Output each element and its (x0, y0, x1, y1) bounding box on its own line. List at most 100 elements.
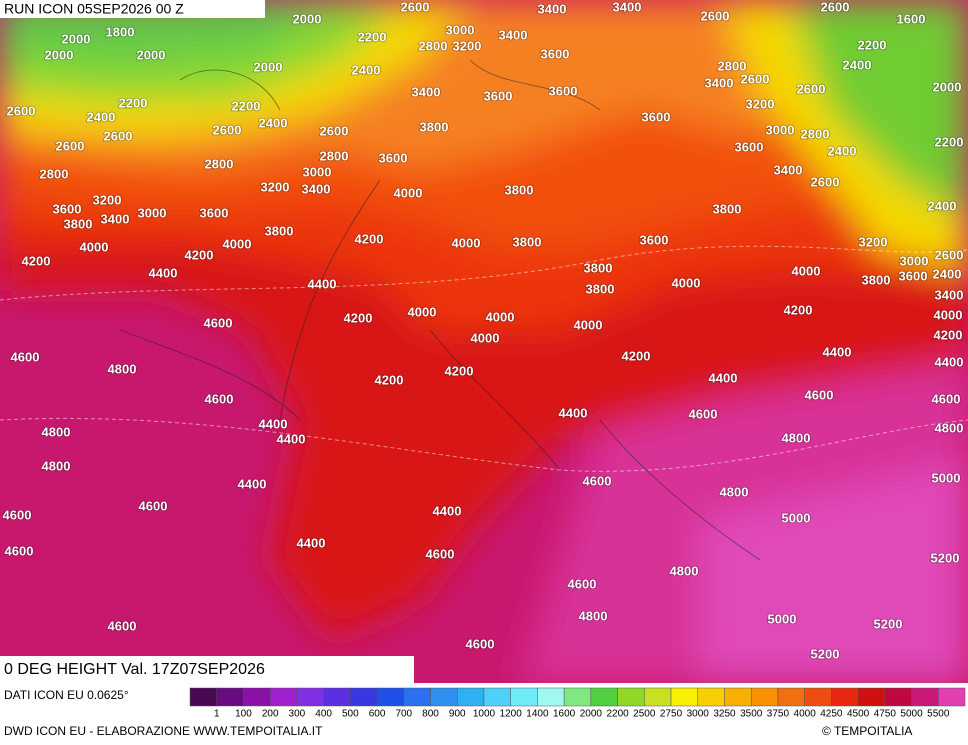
contour-label: 2400 (87, 109, 116, 124)
colorbar-swatch (323, 687, 351, 707)
colorbar-label: 4250 (820, 709, 843, 720)
contour-label: 4600 (426, 546, 455, 561)
contour-label: 3000 (900, 253, 929, 268)
contour-label: 3000 (138, 205, 167, 220)
contour-label: 4800 (670, 563, 699, 578)
colorbar-label: 3250 (713, 709, 736, 720)
contour-label: 4600 (689, 406, 718, 421)
contour-label: 1800 (106, 24, 135, 39)
contour-label: 3200 (859, 234, 888, 249)
contour-label: 2400 (928, 198, 957, 213)
contour-label: 3600 (549, 83, 578, 98)
contour-label: 5000 (768, 611, 797, 626)
contour-label: 3400 (935, 287, 964, 302)
colorbar-label: 4000 (794, 709, 817, 720)
colorbar-swatch (189, 687, 217, 707)
contour-label: 2600 (935, 247, 964, 262)
colorbar-swatch (804, 687, 832, 707)
colorbar-label: 1200 (500, 709, 523, 720)
contour-label: 2600 (821, 0, 850, 14)
colorbar-label: 600 (369, 709, 386, 720)
contour-label: 3200 (746, 96, 775, 111)
contour-label: 4200 (355, 231, 384, 246)
contour-label: 4800 (935, 420, 964, 435)
colorbar-swatch (697, 687, 725, 707)
colorbar-swatch (884, 687, 912, 707)
contour-label: 4000 (792, 263, 821, 278)
contour-label: 3800 (862, 272, 891, 287)
contour-label: 2200 (232, 98, 261, 113)
colorbar-label: 2750 (660, 709, 683, 720)
colorbar-swatch (563, 687, 592, 707)
contour-label: 4400 (308, 276, 337, 291)
contour-label: 5200 (931, 550, 960, 565)
contour-label: 2800 (320, 148, 349, 163)
contour-label: 2600 (741, 71, 770, 86)
colorbar-swatch (590, 687, 618, 707)
run-title: RUN ICON 05SEP2026 00 Z (4, 1, 184, 17)
contour-label: 3200 (93, 192, 122, 207)
colorbar-label: 1 (214, 709, 220, 720)
colorbar-swatch (617, 687, 645, 707)
contour-label: 3600 (640, 232, 669, 247)
contour-label: 4600 (5, 543, 34, 558)
contour-label: 3600 (379, 150, 408, 165)
contour-label: 4200 (784, 302, 813, 317)
contour-label: 4000 (452, 235, 481, 250)
contour-label: 2000 (933, 79, 962, 94)
contour-label: 3000 (446, 22, 475, 37)
contour-label: 4200 (344, 310, 373, 325)
colorbar-swatch (296, 687, 324, 707)
contour-label: 3600 (484, 88, 513, 103)
colorbar-swatch (483, 687, 511, 707)
contour-label: 4400 (259, 416, 288, 431)
colorbar-swatch (750, 687, 779, 707)
contour-label: 2000 (45, 47, 74, 62)
credit: DWD ICON EU - ELABORAZIONE WWW.TEMPOITAL… (4, 724, 323, 738)
colorbar-label: 2200 (606, 709, 629, 720)
contour-label: 3600 (642, 109, 671, 124)
contour-label: 2600 (213, 122, 242, 137)
contour-label: 4400 (709, 370, 738, 385)
colorbar-label: 3500 (740, 709, 763, 720)
contour-label: 4200 (934, 327, 963, 342)
contour-label: 2400 (843, 57, 872, 72)
colorbar-label: 300 (289, 709, 306, 720)
contour-label: 4600 (3, 507, 32, 522)
contour-label: 2800 (205, 156, 234, 171)
colorbar-swatch (777, 687, 805, 707)
contour-label: 4000 (471, 330, 500, 345)
contour-label: 2400 (352, 62, 381, 77)
contour-label: 4800 (782, 430, 811, 445)
product-title: 0 DEG HEIGHT Val. 17Z07SEP2026 (4, 661, 265, 678)
colorbar-swatch (376, 687, 405, 707)
contour-label: 4400 (149, 265, 178, 280)
contour-label: 3600 (200, 205, 229, 220)
contour-label: 5200 (874, 616, 903, 631)
contour-label: 2800 (718, 58, 747, 73)
colorbar-swatch (216, 687, 244, 707)
colorbar-swatch (724, 687, 752, 707)
contour-label: 2000 (137, 47, 166, 62)
contour-label: 3400 (613, 0, 642, 14)
colorbar-swatch (644, 687, 672, 707)
contour-label: 4800 (579, 608, 608, 623)
contour-label: 3800 (420, 119, 449, 134)
colorbar-label: 1000 (473, 709, 496, 720)
contour-label: 2000 (254, 59, 283, 74)
colorbar-swatch (243, 687, 271, 707)
contour-label: 2800 (419, 38, 448, 53)
colorbar-swatch (831, 687, 859, 707)
contour-label: 4000 (408, 304, 437, 319)
colorbar-label: 400 (315, 709, 332, 720)
colorbar-swatch (670, 687, 699, 707)
contour-label: 4200 (375, 372, 404, 387)
colorbar-label: 3750 (767, 709, 790, 720)
contour-label: 1600 (897, 11, 926, 26)
contour-label: 2600 (701, 8, 730, 23)
colorbar-label: 5000 (900, 709, 923, 720)
colorbar-label: 100 (235, 709, 252, 720)
contour-label: 5200 (811, 646, 840, 661)
colorbar-swatch (269, 687, 298, 707)
contour-label: 4600 (205, 391, 234, 406)
